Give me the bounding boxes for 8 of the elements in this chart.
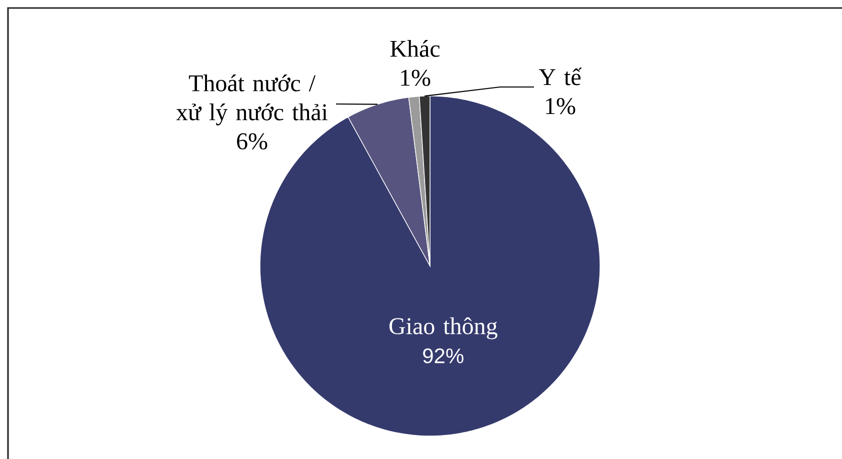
data-label: 92% xyxy=(423,348,464,364)
slice-label: Thoát nước / xử lý nước thải xyxy=(176,74,328,126)
slice-label: Y tế xyxy=(538,68,582,86)
slice-label: Giao thông xyxy=(389,317,498,340)
slice-label: Khác xyxy=(390,40,440,57)
data-label: 6% xyxy=(237,133,268,150)
data-label: 1% xyxy=(401,70,430,86)
data-label: 1% xyxy=(546,98,576,114)
